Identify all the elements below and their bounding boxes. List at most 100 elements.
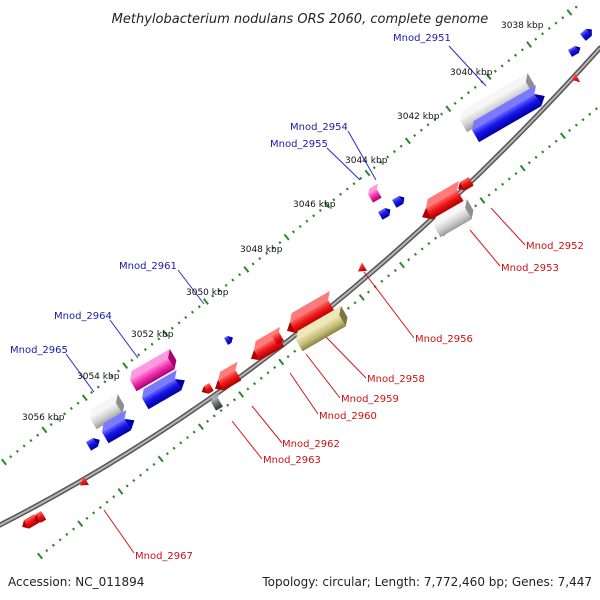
inner-tick-track-tick (527, 161, 531, 165)
gene-small-red-2962b[interactable] (200, 383, 214, 396)
outer-tick-track-tick (283, 233, 290, 241)
accession-label: Accession: NC_011894 (8, 575, 144, 589)
gene-mnod-2965[interactable] (87, 393, 128, 430)
leader-mnod-2952 (490, 207, 526, 246)
leader-mnod-2958 (325, 336, 367, 379)
inner-tick-track-tick (65, 532, 69, 537)
gene-mnod-2958[interactable] (280, 290, 339, 337)
gene-small-blue-3046[interactable] (392, 194, 407, 208)
gene-label-mnod-2960[interactable]: Mnod_2960 (319, 411, 377, 422)
inner-tick-track-tick (125, 484, 129, 488)
gene-blue-3056[interactable] (99, 409, 138, 444)
inner-tick-track-tick (145, 468, 149, 472)
gene-label-mnod-2958[interactable]: Mnod_2958 (367, 374, 425, 385)
outer-tick-track-tick (41, 426, 48, 434)
gene-label-mnod-2967[interactable]: Mnod_2967 (135, 551, 193, 562)
gene-mnod-2955[interactable] (378, 206, 393, 220)
inner-tick-track-tick (507, 177, 511, 181)
gene-label-mnod-2961[interactable]: Mnod_2961 (119, 261, 177, 272)
leader-mnod-2961 (177, 269, 205, 305)
gene-label-mnod-2963[interactable]: Mnod_2963 (263, 455, 321, 466)
gene-label-mnod-2954[interactable]: Mnod_2954 (290, 122, 348, 133)
inner-tick-track-tick (568, 128, 572, 133)
gene-label-mnod-2952[interactable]: Mnod_2952 (526, 241, 584, 252)
gene-small-blue-top[interactable] (568, 44, 582, 57)
inner-tick-track-tick (92, 511, 96, 515)
outer-tick-track-tick (29, 439, 33, 443)
gene-label-mnod-2956[interactable]: Mnod_2956 (415, 334, 473, 345)
inner-tick-track-tick (132, 478, 136, 483)
inner-tick-track-tick (434, 236, 438, 240)
outer-tick-track-tick (81, 394, 88, 402)
outer-tick-track-tick (561, 16, 565, 20)
outer-tick-track-tick (298, 224, 302, 229)
leader-mnod-2964 (109, 319, 139, 359)
inner-tick-track-tick (152, 462, 156, 467)
inner-tick-track-tick (238, 391, 245, 398)
gene-mnod-2956[interactable] (355, 262, 367, 275)
gene-blue-3054[interactable] (139, 369, 189, 410)
gene-small-red-3040[interactable] (570, 73, 581, 86)
gene-mnod-2954[interactable] (366, 183, 385, 203)
outer-tick-track-tick (453, 101, 457, 105)
gene-mnod-2961[interactable] (224, 334, 235, 345)
outer-tick-track-tick (291, 230, 295, 234)
gene-small-blue-3057[interactable] (86, 436, 102, 451)
inner-tick-track-tick (474, 204, 478, 208)
inner-tick-track-tick (358, 294, 365, 301)
leader-lines (65, 45, 526, 554)
outer-tick-track-tick (137, 353, 141, 357)
outer-tick-track-tick (547, 26, 551, 31)
gene-mnod-2951[interactable] (469, 84, 549, 143)
outer-tick-track-tick (339, 192, 343, 196)
outer-tick-track-tick (574, 5, 578, 9)
gene-small-blue-top2[interactable] (580, 26, 595, 41)
inner-tick-track-tick (219, 408, 223, 413)
inner-tick-track-tick (232, 398, 236, 402)
outer-tick-track-tick (1, 458, 7, 466)
outer-tick-track-tick (96, 385, 100, 389)
gene-red-3058b[interactable] (32, 511, 47, 525)
gene-mnod-2959[interactable] (293, 305, 351, 352)
outer-tick-track-tick (49, 422, 53, 427)
gene-red-3051[interactable] (272, 332, 284, 345)
gene-label-mnod-2955[interactable]: Mnod_2955 (270, 139, 328, 150)
inner-tick-track-tick (594, 107, 598, 111)
inner-tick-track-tick (286, 355, 290, 359)
inner-tick-track-tick (574, 123, 578, 127)
gene-label-mnod-2959[interactable]: Mnod_2959 (341, 394, 399, 405)
outer-tick-track-tick (9, 455, 13, 459)
gene-mnod-2952[interactable] (416, 180, 469, 223)
gene-mnod-2962[interactable] (209, 361, 247, 394)
outer-tick-track-tick (324, 201, 331, 209)
inner-tick-track-tick (206, 419, 210, 423)
gene-mnod-2963[interactable] (210, 393, 226, 411)
gene-mnod-2967[interactable] (77, 476, 89, 489)
gene-label-mnod-2951[interactable]: Mnod_2951 (393, 33, 451, 44)
inner-tick-track-tick (45, 549, 49, 553)
gene-label-mnod-2962[interactable]: Mnod_2962 (282, 439, 340, 450)
gene-label-mnod-2965[interactable]: Mnod_2965 (10, 345, 68, 356)
leader-mnod-2954 (347, 130, 377, 181)
gene-mnod-2964[interactable] (127, 348, 180, 392)
inner-tick-track-tick (273, 365, 277, 370)
inner-tick-track-tick (487, 193, 491, 197)
inner-tick-track-tick (139, 473, 143, 477)
gene-label-mnod-2953[interactable]: Mnod_2953 (501, 263, 559, 274)
gene-label-mnod-2964[interactable]: Mnod_2964 (54, 311, 112, 322)
outer-tick-track-tick (554, 21, 558, 25)
outer-tick-track-tick (433, 117, 437, 122)
inner-tick-track-tick (226, 403, 230, 407)
outer-tick-track-tick (404, 137, 411, 145)
kbp-label-3052: 3052 kbp (131, 330, 174, 340)
inner-tick-track-tick (413, 252, 417, 256)
outer-tick-track-tick (466, 91, 470, 95)
gene-small-red-2952b[interactable] (456, 177, 474, 193)
inner-tick-track-tick (105, 500, 109, 504)
inner-tick-track-tick (179, 441, 183, 445)
kbp-label-3046: 3046 kbp (293, 200, 336, 210)
outer-tick-track-tick (473, 85, 477, 89)
leader-mnod-2956 (363, 271, 415, 339)
inner-tick-track-tick (501, 182, 505, 186)
gene-mnod-2953[interactable] (431, 198, 477, 238)
